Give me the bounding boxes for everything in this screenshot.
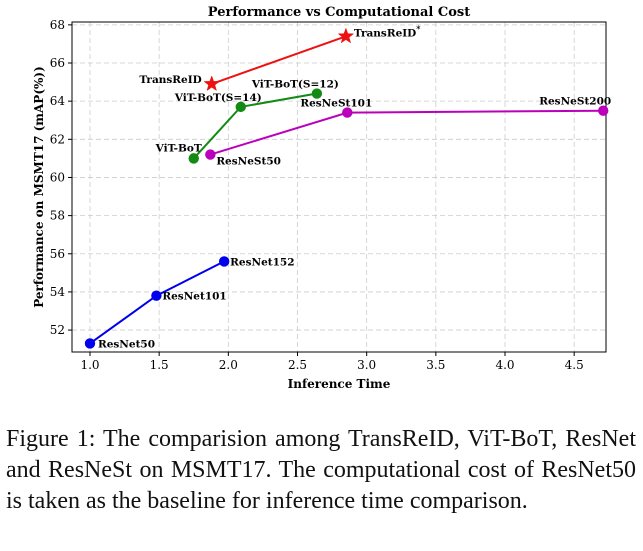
grid-lines [72, 22, 606, 352]
axis-ticks: 1.0 1.5 2.0 2.5 3.0 3.5 4.0 4.5 52 54 56 58 60 62 64 66… [50, 18, 584, 372]
series-transreid: TransReID TransReID* [139, 23, 421, 92]
data-label: TransReID [139, 74, 201, 86]
performance-chart: 1.0 1.5 2.0 2.5 3.0 3.5 4.0 4.5 52 54 56 58 60 62 64 66… [32, 5, 611, 391]
data-label: ResNet50 [98, 338, 155, 350]
star-marker [203, 75, 221, 92]
data-label: ResNeSt101 [300, 98, 372, 110]
x-axis-label: Inference Time [288, 377, 391, 391]
y-tick-label: 64 [50, 94, 66, 108]
plot-frame [71, 21, 607, 353]
x-tick-label: 4.0 [495, 358, 514, 372]
series-layer: ResNet50ResNet101ResNet152ViT-BoTViT-BoT… [84, 23, 611, 350]
data-label: ViT-BoT(S=12) [251, 79, 339, 91]
point-marker [311, 88, 323, 99]
y-axis-label: Performance on MSMT17 (mAP(%)) [32, 66, 46, 308]
y-tick-label: 68 [50, 18, 65, 32]
series-resnest: ResNeSt50 ResNeSt101 ResNeSt200 [205, 96, 611, 168]
point-marker [84, 338, 96, 349]
point-marker [205, 149, 216, 160]
data-label: ResNet101 [162, 291, 226, 303]
figure-caption: Figure 1: The comparision among TransReI… [6, 426, 636, 514]
series-line-resnest [210, 109, 604, 156]
point-marker [151, 290, 162, 301]
y-tick-label: 54 [50, 285, 66, 299]
point-marker [235, 101, 246, 113]
point-marker [218, 256, 230, 267]
data-label: ResNeSt200 [539, 96, 611, 108]
series-vit-bot: ViT-BoT ViT-BoT(S=14)ViT-BoT(S=12) [155, 79, 339, 164]
point-marker [342, 107, 353, 118]
y-tick-label: 60 [50, 170, 65, 184]
data-label-superscript: * [416, 23, 421, 33]
data-label: ResNet152 [230, 256, 294, 268]
star-marker [337, 27, 355, 44]
series-resnet: ResNet50 ResNet101 ResNet152 [84, 256, 295, 350]
data-label: ViT-BoT(S=14) [174, 92, 262, 104]
y-tick-label: 58 [50, 209, 65, 223]
x-tick-label: 3.0 [357, 358, 376, 372]
x-tick-label: 2.5 [288, 358, 307, 372]
data-label: ResNeSt50 [216, 156, 281, 168]
x-tick-label: 1.5 [150, 358, 169, 372]
chart-title: Performance vs Computational Cost [208, 5, 470, 20]
data-label: TransReID* [354, 23, 421, 39]
y-tick-label: 66 [50, 56, 65, 70]
x-tick-label: 2.0 [219, 358, 238, 372]
x-tick-label: 3.5 [426, 358, 445, 372]
x-tick-label: 4.5 [565, 358, 584, 372]
y-tick-label: 62 [50, 132, 65, 146]
y-tick-label: 52 [50, 323, 65, 337]
point-marker [598, 105, 609, 116]
data-label: ViT-BoT [155, 142, 202, 154]
x-tick-label: 1.0 [80, 358, 99, 372]
point-marker [188, 153, 199, 164]
series-line-transreid [211, 35, 347, 85]
y-tick-label: 56 [50, 247, 65, 261]
